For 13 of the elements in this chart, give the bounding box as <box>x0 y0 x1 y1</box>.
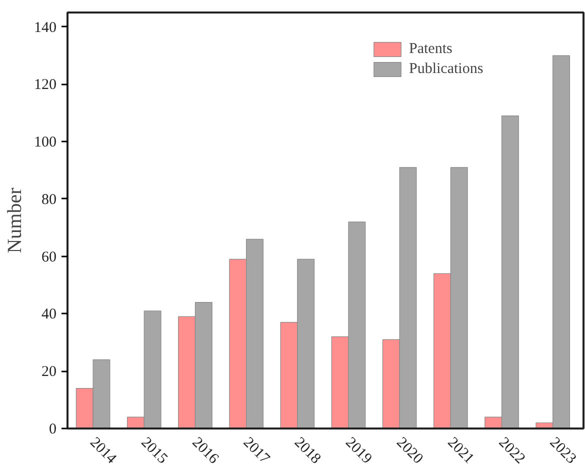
y-tick-label: 60 <box>42 249 56 266</box>
y-tick-label: 100 <box>34 134 56 151</box>
x-tick-label: 2019 <box>342 434 375 468</box>
x-tick-label: 2017 <box>240 434 273 468</box>
y-tick-label: 80 <box>42 192 56 208</box>
y-tick-label: 20 <box>42 364 56 380</box>
y-tick-label: 140 <box>34 20 56 36</box>
y-axis-title: Number <box>4 187 26 254</box>
legend-label: Publications <box>409 60 484 78</box>
y-tick-label: 120 <box>34 77 56 94</box>
legend-label: Patents <box>409 40 452 58</box>
y-tick-label: 0 <box>49 422 56 438</box>
y-tick-label: 40 <box>42 306 56 323</box>
